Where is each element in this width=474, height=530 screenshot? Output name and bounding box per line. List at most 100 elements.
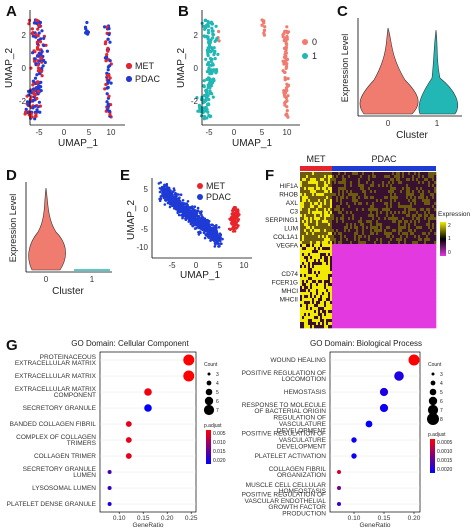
heat-cell: [384, 319, 387, 323]
umap-point: [212, 79, 216, 83]
heat-cell: [404, 199, 407, 203]
heat-cell: [338, 304, 341, 308]
heat-cell: [336, 211, 339, 215]
heat-cell: [314, 229, 317, 233]
heat-cell: [382, 223, 385, 227]
heat-cell: [412, 280, 415, 284]
heat-cell: [434, 223, 437, 227]
heat-cell: [370, 235, 373, 239]
heat-cell: [402, 214, 405, 218]
heat-cell: [422, 184, 425, 188]
heat-cell: [402, 220, 405, 224]
heat-cell: [300, 178, 303, 182]
a-ytick-1: 0: [22, 64, 27, 73]
heat-cell: [432, 202, 435, 206]
heat-cell: [378, 208, 381, 212]
heat-cell: [344, 256, 347, 260]
heat-cell: [350, 235, 353, 239]
heat-cell: [382, 205, 385, 209]
heat-cell: [340, 274, 343, 278]
heat-cell: [418, 304, 421, 308]
heat-cell: [398, 289, 401, 293]
heat-cell: [328, 172, 331, 176]
heat-cell: [370, 226, 373, 230]
heat-cell: [314, 235, 317, 239]
heat-cell: [408, 301, 411, 305]
heat-cell: [352, 208, 355, 212]
heat-cell: [370, 289, 373, 293]
heat-cell: [420, 193, 423, 197]
heat-cell: [372, 265, 375, 269]
heat-cell: [312, 199, 315, 203]
heat-cell: [352, 259, 355, 263]
heat-cell: [362, 280, 365, 284]
heat-cell: [428, 214, 431, 218]
heat-cell: [328, 274, 331, 278]
heat-cell: [300, 301, 303, 305]
heat-cell: [402, 313, 405, 317]
heat-cell: [426, 268, 429, 272]
heat-cell: [402, 265, 405, 269]
heat-cell: [300, 262, 303, 266]
heat-cell: [310, 319, 313, 323]
heat-cell: [348, 298, 351, 302]
heat-cell: [394, 232, 397, 236]
heat-cell: [390, 262, 393, 266]
heat-cell: [408, 217, 411, 221]
heat-cell: [408, 208, 411, 212]
heat-cell: [432, 283, 435, 287]
heat-cell: [356, 298, 359, 302]
heat-cell: [362, 319, 365, 323]
heat-cell: [360, 295, 363, 299]
heat-cell: [304, 226, 307, 230]
heat-cell: [318, 184, 321, 188]
heat-cell: [400, 319, 403, 323]
heat-cell: [432, 208, 435, 212]
heat-cell: [394, 271, 397, 275]
heat-cell: [370, 181, 373, 185]
heat-cell: [430, 220, 433, 224]
heat-cell: [340, 295, 343, 299]
heat-cell: [378, 256, 381, 260]
umap-point: [232, 211, 235, 214]
heat-cell: [398, 277, 401, 281]
heat-cell: [348, 181, 351, 185]
heat-cell: [374, 226, 377, 230]
heat-cell: [402, 187, 405, 191]
heat-cell: [408, 235, 411, 239]
heat-cell: [332, 244, 335, 248]
heat-cell: [314, 208, 317, 212]
heat-cell: [410, 232, 413, 236]
heat-cell: [386, 253, 389, 257]
heat-cell: [330, 211, 333, 215]
heat-cell: [374, 283, 377, 287]
umap-point: [203, 236, 207, 240]
heat-cell: [430, 184, 433, 188]
heat-cell: [300, 214, 303, 218]
heat-cell: [316, 253, 319, 257]
heat-cell: [356, 265, 359, 269]
heat-cell: [312, 262, 315, 266]
heat-cell: [316, 292, 319, 296]
heat-cell: [426, 187, 429, 191]
heat-cell: [400, 178, 403, 182]
heat-cell: [396, 190, 399, 194]
umap-point: [180, 210, 184, 213]
heat-cell: [420, 301, 423, 305]
heat-cell: [350, 292, 353, 296]
heat-cell: [328, 286, 331, 290]
umap-point: [163, 203, 167, 206]
heat-cell: [318, 175, 321, 179]
heat-cell: [394, 304, 397, 308]
heat-cell: [350, 265, 353, 269]
heat-cell: [350, 196, 353, 200]
heat-cell: [428, 298, 431, 302]
umap-point: [286, 94, 290, 98]
heat-cell: [366, 262, 369, 266]
heat-cell: [306, 211, 309, 215]
heat-cell: [348, 232, 351, 236]
heat-cell: [394, 205, 397, 209]
heat-cell: [376, 277, 379, 281]
heat-cell: [304, 250, 307, 254]
heat-cell: [348, 295, 351, 299]
